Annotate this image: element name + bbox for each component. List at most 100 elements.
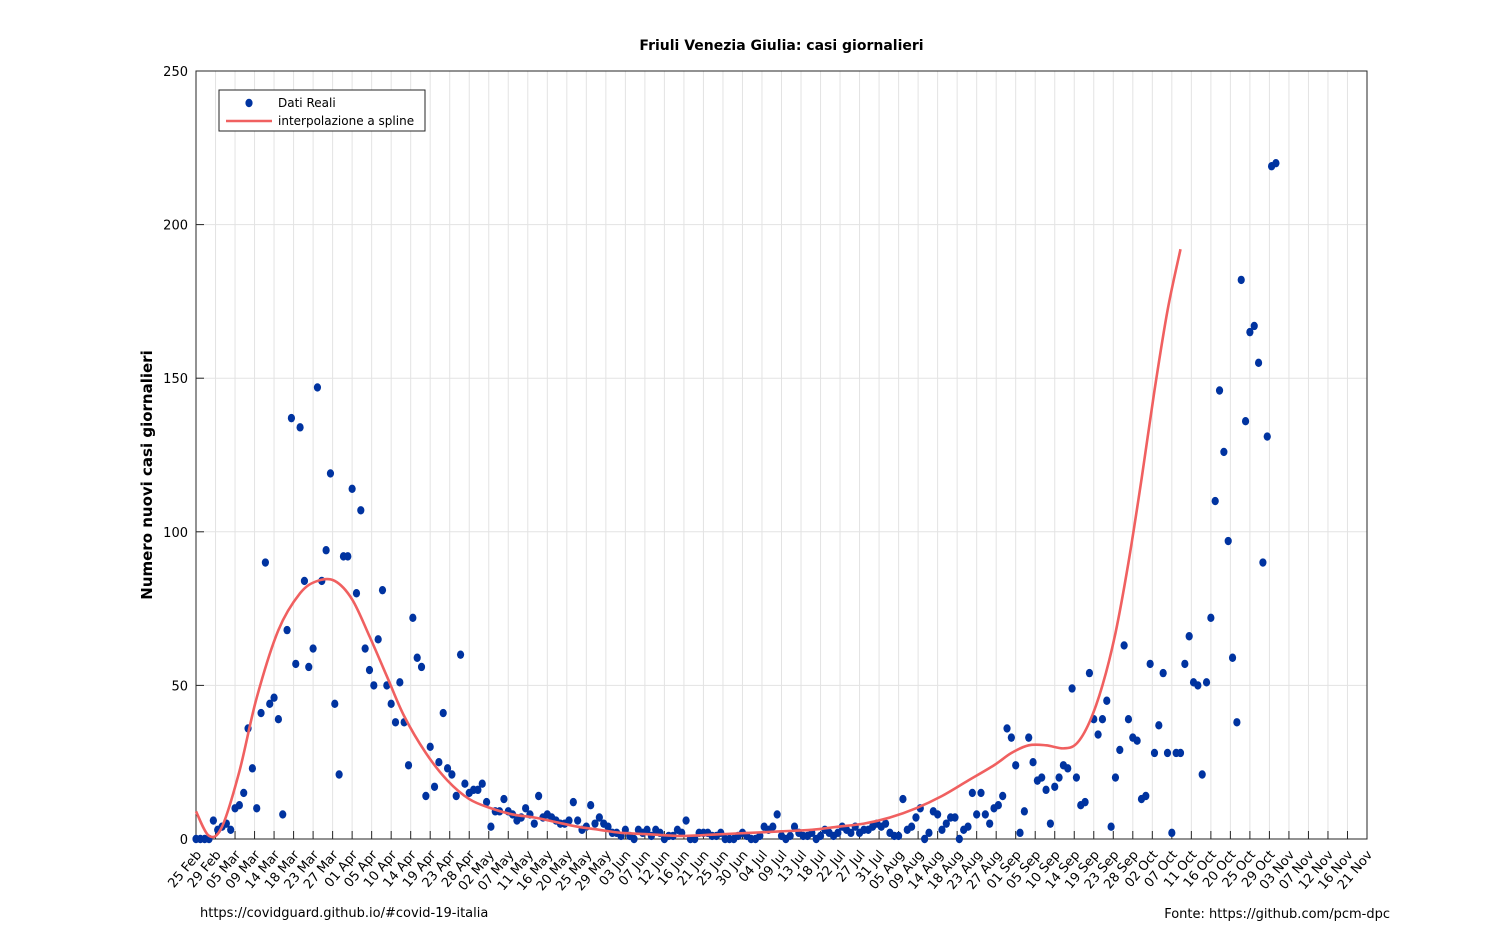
legend-marker-dati-reali [245,98,253,108]
data-point [240,788,248,798]
data-point [435,758,443,767]
data-point [461,779,469,788]
data-point [443,764,452,773]
data-point [1263,432,1271,441]
data-point [396,678,404,687]
data-point [834,828,842,838]
data-point [1046,819,1054,828]
data-point [1003,724,1011,733]
data-point [630,834,638,844]
data-point [1081,797,1089,807]
data-point [881,819,890,828]
data-point [1094,730,1102,739]
data-point [921,834,929,844]
data-point [361,644,369,653]
data-point [439,708,447,718]
data-point [955,834,963,844]
data-point [1207,613,1215,623]
data-point [456,650,465,659]
data-point [1246,327,1254,337]
data-point [1194,681,1202,690]
spline-line [194,248,1182,839]
data-point [938,825,946,834]
legend-label-spline: interpolazione a spline [278,114,414,128]
data-point [1241,417,1250,426]
data-point [478,779,486,788]
data-point [1055,773,1063,782]
data-point [357,506,365,515]
data-point [1029,758,1037,767]
data-point [1007,733,1015,742]
data-point [973,810,981,819]
data-point [482,797,491,807]
data-point [1072,773,1081,782]
data-point [756,831,764,841]
data-point [474,785,482,795]
data-point [1250,321,1258,331]
data-point [934,810,942,819]
data-point [296,423,304,432]
y-tick-label: 200 [163,219,188,234]
data-point [1198,770,1206,779]
data-point [964,822,972,831]
footer-credit: Fonte: https://github.com/pcm-dpc [1164,907,1390,922]
data-point [1237,275,1245,285]
data-point [587,801,595,810]
data-point [604,822,612,831]
data-point [409,613,417,623]
data-point [1233,718,1241,727]
data-point [942,819,950,828]
data-point [452,791,460,801]
data-point [378,585,387,595]
data-point [899,794,907,804]
data-point [847,828,855,838]
data-point [422,791,430,801]
data-point [257,708,265,718]
data-point [535,791,543,801]
legend-box [218,89,426,132]
data-point [986,819,994,828]
data-point [1215,386,1224,395]
data-point [1020,807,1028,816]
data-point [335,770,343,779]
data-point [999,791,1007,801]
data-point [391,718,400,727]
data-point [968,788,976,798]
data-point [248,764,256,773]
data-point [1211,496,1219,506]
data-point [574,816,582,825]
data-point [769,822,777,831]
data-point [1159,668,1167,678]
data-point [1025,733,1033,742]
data-point [1107,822,1115,831]
data-point [1181,659,1189,669]
data-point [786,831,794,841]
y-tick-label: 250 [163,65,188,80]
data-point [1150,748,1159,758]
data-point [1185,632,1193,641]
data-point [413,653,421,662]
data-point [313,383,322,392]
data-point [326,469,335,478]
legend: Dati Reali interpolazione a spline [218,89,426,132]
data-point [591,819,599,828]
data-point [981,810,989,819]
data-point [790,822,799,831]
data-point [1068,684,1076,693]
data-point [426,742,434,752]
data-point [912,813,920,822]
data-point [287,413,296,423]
data-point [430,782,439,791]
data-point [994,801,1002,810]
data-point [274,714,283,724]
data-point [1259,558,1267,567]
y-tick-label: 100 [163,526,188,541]
data-point [253,804,261,813]
data-point [816,831,825,841]
data-point [1155,721,1163,730]
data-point [309,644,317,653]
data-point [1042,785,1050,795]
data-point [279,810,287,819]
data-point [292,659,300,669]
data-point [1142,791,1150,801]
